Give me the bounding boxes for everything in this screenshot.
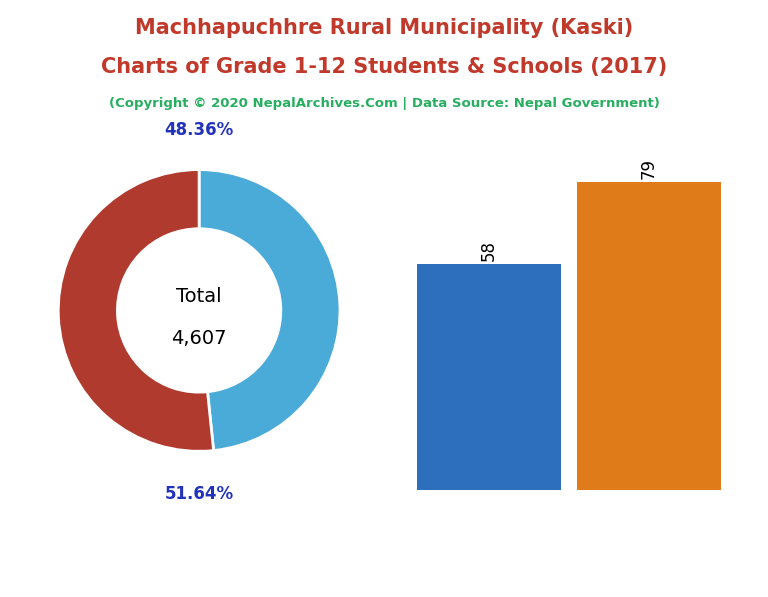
Text: 79: 79 [640,158,658,179]
Text: Total: Total [177,287,222,306]
Bar [417,264,561,490]
Text: (Copyright © 2020 NepalArchives.Com | Data Source: Nepal Government): (Copyright © 2020 NepalArchives.Com | Da… [108,97,660,110]
Text: Machhapuchhre Rural Municipality (Kaski): Machhapuchhre Rural Municipality (Kaski) [135,18,633,38]
Text: 48.36%: 48.36% [164,121,233,139]
Bar [577,182,721,490]
Text: 51.64%: 51.64% [164,485,233,503]
Wedge shape [199,170,340,451]
Wedge shape [58,170,214,451]
Text: Charts of Grade 1-12 Students & Schools (2017): Charts of Grade 1-12 Students & Schools … [101,57,667,77]
Text: 4,607: 4,607 [171,329,227,348]
Text: 58: 58 [480,239,498,261]
